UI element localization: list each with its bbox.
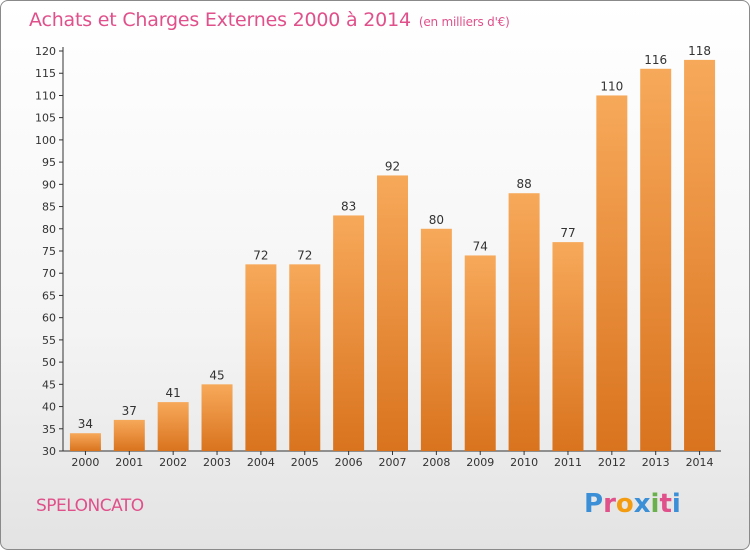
y-tick-label: 70 [42, 267, 56, 280]
x-tick-label: 2011 [554, 456, 582, 469]
logo-letter: P [584, 489, 604, 519]
bar [289, 264, 321, 451]
bar [377, 175, 408, 451]
logo-letter: i [671, 489, 681, 519]
bar [113, 419, 145, 451]
bar-data-label: 74 [473, 239, 488, 253]
chart-bars [69, 59, 716, 452]
bar-data-label: 110 [600, 79, 623, 93]
y-tick-label: 30 [42, 445, 56, 458]
x-tick-label: 2009 [466, 456, 494, 469]
x-tick-label: 2005 [291, 456, 319, 469]
y-tick-label: 110 [35, 89, 56, 102]
bar [157, 402, 189, 451]
chart-title: Achats et Charges Externes 2000 à 2014 (e… [29, 9, 510, 31]
bar [640, 68, 672, 452]
bar [201, 384, 233, 451]
proxiti-logo: Proxiti [584, 489, 681, 519]
x-tick-label: 2007 [379, 456, 407, 469]
chart-data-labels: 34 37 41 45 72 72 83 92 80 74 88 77 110 116 118 [78, 44, 711, 431]
x-tick-label: 2002 [159, 456, 187, 469]
y-tick-label: 95 [42, 156, 56, 169]
y-tick-label: 100 [35, 134, 56, 147]
bar-data-label: 116 [644, 53, 667, 67]
y-tick-label: 55 [42, 334, 56, 347]
x-tick-label: 2010 [510, 456, 538, 469]
bar-data-label: 72 [297, 248, 312, 262]
bar-data-label: 92 [385, 159, 400, 173]
x-tick-label: 2013 [642, 456, 670, 469]
chart-subtitle: (en milliers d'€) [418, 15, 510, 29]
y-tick-label: 75 [42, 245, 56, 258]
bar [684, 59, 716, 452]
bar [596, 95, 628, 451]
bar-data-label: 34 [78, 417, 93, 431]
bar [420, 228, 452, 451]
logo-letter: x [633, 489, 651, 519]
x-tick-label: 2014 [686, 456, 714, 469]
commune-name: SPELONCATO [36, 496, 144, 516]
y-tick-label: 60 [42, 312, 56, 325]
bar-data-label: 72 [253, 248, 268, 262]
y-tick-label: 120 [35, 45, 56, 58]
x-tick-label: 2001 [115, 456, 143, 469]
y-tick-label: 45 [42, 378, 56, 391]
bar [552, 242, 584, 451]
x-tick-label: 2003 [203, 456, 231, 469]
y-tick-label: 50 [42, 356, 56, 369]
bar-data-label: 83 [341, 199, 356, 213]
y-tick-label: 85 [42, 201, 56, 214]
logo-letter: t [659, 489, 672, 519]
bar-data-label: 88 [516, 177, 531, 191]
x-tick-label: 2004 [247, 456, 275, 469]
x-tick-label: 2006 [335, 456, 363, 469]
y-tick-label: 65 [42, 289, 56, 302]
bar-data-label: 118 [688, 44, 711, 58]
y-tick-label: 35 [42, 423, 56, 436]
y-tick-label: 40 [42, 401, 56, 414]
bar-data-label: 80 [429, 213, 444, 227]
x-tick-label: 2000 [71, 456, 99, 469]
x-tick-label: 2012 [598, 456, 626, 469]
logo-letter: i [650, 489, 660, 519]
bar-data-label: 77 [560, 226, 575, 240]
bar-data-label: 45 [209, 368, 224, 382]
chart-title-text: Achats et Charges Externes 2000 à 2014 [29, 9, 411, 31]
bar [464, 255, 496, 451]
logo-letter: o [615, 489, 634, 519]
bar [245, 264, 277, 451]
y-tick-label: 105 [35, 112, 56, 125]
y-tick-label: 90 [42, 178, 56, 191]
x-tick-label: 2008 [422, 456, 450, 469]
bar [69, 433, 101, 451]
bar-data-label: 37 [122, 404, 137, 418]
y-tick-label: 80 [42, 223, 56, 236]
logo-letter: r [603, 489, 616, 519]
y-tick-label: 115 [35, 67, 56, 80]
bar [508, 193, 540, 451]
bar-data-label: 41 [166, 386, 181, 400]
bar [333, 215, 365, 451]
